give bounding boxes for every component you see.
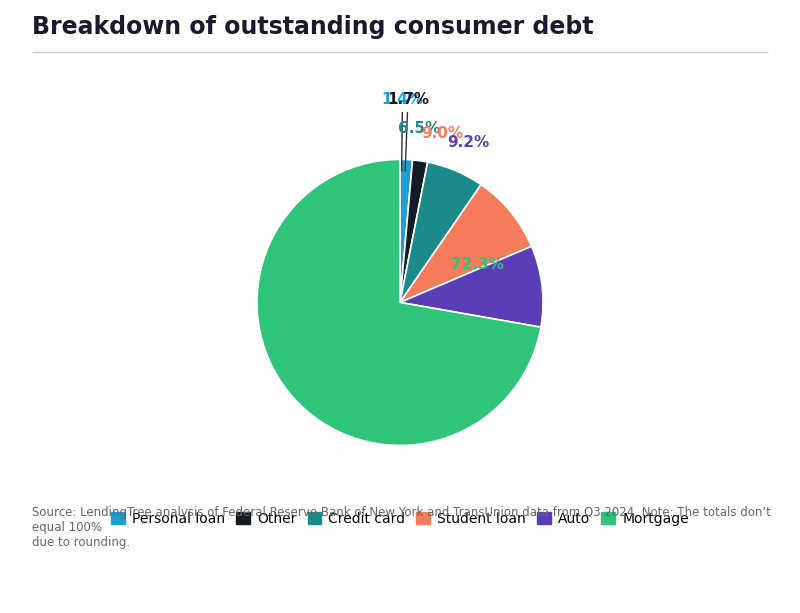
Wedge shape	[257, 159, 541, 446]
Text: 9.0%: 9.0%	[422, 126, 463, 140]
Text: 6.5%: 6.5%	[398, 121, 441, 137]
Text: 1.4%: 1.4%	[382, 92, 423, 171]
Text: Breakdown of outstanding consumer debt: Breakdown of outstanding consumer debt	[32, 15, 594, 39]
Wedge shape	[400, 162, 481, 302]
Legend: Personal loan, Other, Credit card, Student loan, Auto, Mortgage: Personal loan, Other, Credit card, Stude…	[107, 508, 693, 530]
Text: 72.3%: 72.3%	[450, 257, 503, 272]
Wedge shape	[400, 185, 531, 302]
Wedge shape	[400, 159, 413, 302]
Text: 9.2%: 9.2%	[448, 134, 490, 150]
Text: Source: LendingTree analysis of Federal Reserve Bank of New York and TransUnion : Source: LendingTree analysis of Federal …	[32, 506, 771, 549]
Wedge shape	[400, 246, 543, 327]
Text: 1.7%: 1.7%	[387, 92, 429, 171]
Wedge shape	[400, 160, 428, 302]
